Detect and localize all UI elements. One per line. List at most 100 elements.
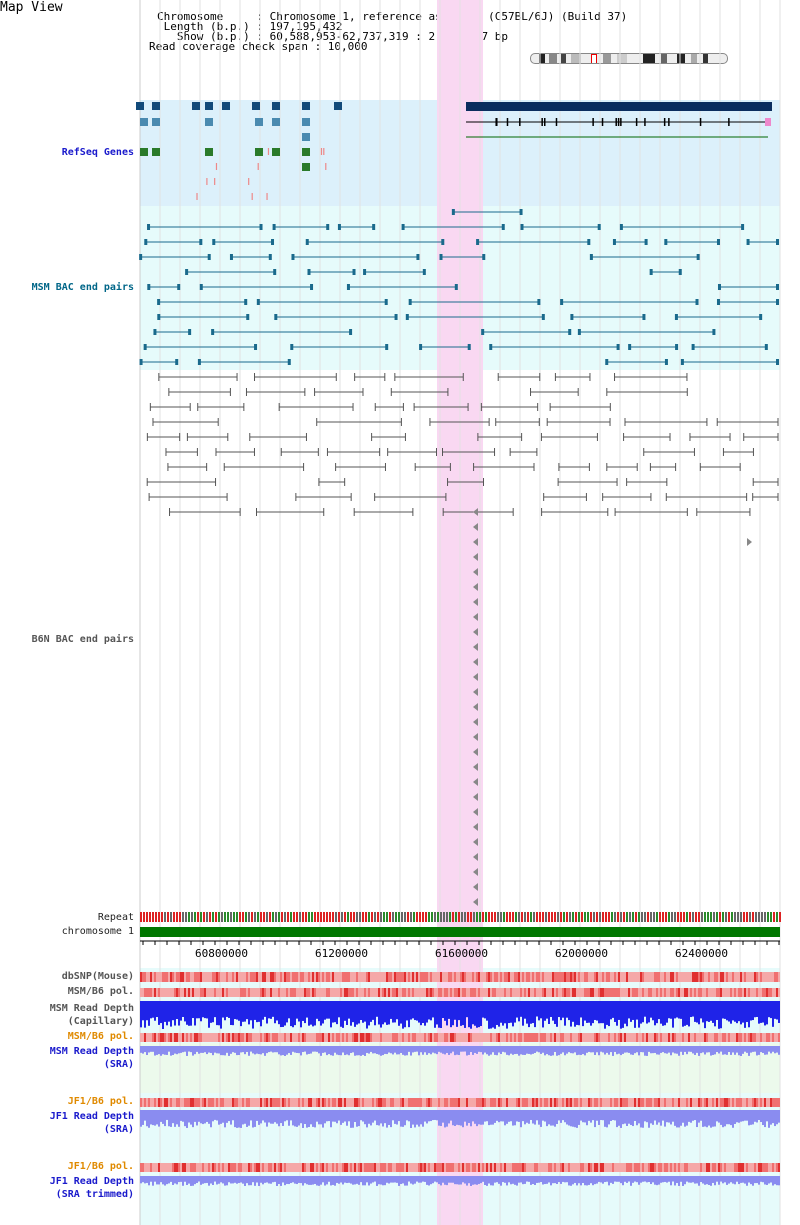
read-depth-bin [292, 1176, 294, 1183]
refseq-gene [272, 118, 280, 126]
read-depth-bin [616, 1176, 618, 1182]
track-label-msm-b6-pol[interactable]: MSM/B6 pol. [67, 986, 134, 997]
read-depth-bin [302, 1001, 304, 1021]
polymorphism-bin [616, 1163, 618, 1172]
polymorphism-bin [582, 972, 584, 982]
polymorphism-bin [396, 1163, 398, 1172]
polymorphism-bin [624, 972, 626, 982]
polymorphism-bin [480, 1098, 482, 1107]
repeat-element [293, 912, 295, 922]
polymorphism-bin [708, 1098, 710, 1107]
track-label-msm-depth-sra[interactable]: MSM Read Depth [49, 1046, 134, 1057]
msm-bac-end [274, 314, 278, 320]
read-depth-bin [472, 1110, 474, 1122]
msm-bac-end [439, 254, 443, 260]
read-depth-bin [680, 1046, 682, 1052]
repeat-element [761, 912, 763, 922]
chromosome-ideogram[interactable] [530, 53, 728, 64]
read-depth-bin [470, 1176, 472, 1186]
read-depth-bin [266, 1110, 268, 1127]
read-depth-bin [186, 1001, 188, 1025]
read-depth-bin [146, 1176, 148, 1183]
polymorphism-bin [374, 988, 376, 997]
track-label-b6n-bac[interactable]: B6N BAC end pairs [31, 634, 134, 645]
polymorphism-bin [524, 972, 526, 982]
polymorphism-bin [702, 1163, 704, 1172]
repeat-element [689, 912, 691, 922]
polymorphism-bin [534, 1033, 536, 1042]
read-depth-bin [728, 1110, 730, 1125]
track-label-jf1-depth-sub: (SRA) [103, 1124, 134, 1135]
read-depth-bin [612, 1046, 614, 1056]
msm-bac-end [273, 269, 277, 275]
read-depth-bin [564, 1176, 566, 1183]
polymorphism-bin [252, 972, 254, 982]
polymorphism-bin [340, 1098, 342, 1107]
read-depth-bin [562, 1110, 564, 1121]
polymorphism-bin [464, 972, 466, 982]
track-label-dbsnp[interactable]: dbSNP(Mouse) [61, 971, 134, 982]
read-depth-bin [444, 1110, 446, 1128]
polymorphism-bin [662, 1033, 664, 1042]
polymorphism-bin [330, 1098, 332, 1107]
read-depth-bin [222, 1001, 224, 1018]
polymorphism-bin [318, 988, 320, 997]
read-depth-bin [500, 1001, 502, 1023]
read-depth-bin [706, 1110, 708, 1128]
polymorphism-bin [590, 1098, 592, 1107]
polymorphism-bin [142, 1033, 144, 1042]
polymorphism-bin [534, 1098, 536, 1107]
read-depth-bin [432, 1110, 434, 1121]
read-depth-bin [458, 1001, 460, 1021]
read-depth-bin [398, 1110, 400, 1122]
read-depth-bin [762, 1046, 764, 1053]
read-depth-bin [172, 1176, 174, 1185]
repeat-element [440, 912, 442, 922]
read-depth-bin [302, 1176, 304, 1186]
track-label-jf1-depth[interactable]: JF1 Read Depth [49, 1111, 134, 1122]
track-label-jf1-trimmed[interactable]: JF1 Read Depth [49, 1176, 134, 1187]
track-label-msm-depth-capillary[interactable]: MSM Read Depth [49, 1003, 134, 1014]
read-depth-bin [702, 1046, 704, 1053]
track-label-msm-bac[interactable]: MSM BAC end pairs [31, 282, 134, 293]
read-depth-bin [460, 1046, 462, 1052]
polymorphism-bin [622, 1033, 624, 1042]
polymorphism-bin [320, 972, 322, 982]
polymorphism-bin [310, 1098, 312, 1107]
track-label-refseq[interactable]: RefSeq Genes [61, 147, 134, 158]
repeat-element [272, 912, 274, 922]
polymorphism-bin [578, 972, 580, 982]
polymorphism-bin [534, 988, 536, 997]
polymorphism-bin [208, 1163, 210, 1172]
polymorphism-bin [186, 1163, 188, 1172]
polymorphism-bin [660, 988, 662, 997]
polymorphism-bin [406, 1033, 408, 1042]
read-depth-bin [554, 1046, 556, 1052]
read-depth-bin [310, 1001, 312, 1025]
read-depth-bin [424, 1046, 426, 1053]
polymorphism-bin [212, 972, 214, 982]
read-depth-bin [452, 1110, 454, 1126]
read-depth-bin [602, 1176, 604, 1184]
read-depth-bin [164, 1110, 166, 1127]
polymorphism-bin [368, 1098, 370, 1107]
track-label-jf1-pol-2[interactable]: JF1/B6 pol. [67, 1161, 134, 1172]
polymorphism-bin [704, 1098, 706, 1107]
msm-bac-end [212, 239, 216, 245]
polymorphism-bin [248, 972, 250, 982]
read-depth-bin [368, 1001, 370, 1026]
polymorphism-bin [200, 1098, 202, 1107]
read-depth-bin [384, 1110, 386, 1124]
read-depth-bin [520, 1110, 522, 1128]
track-label-msm-b6-pol-2[interactable]: MSM/B6 pol. [67, 1031, 134, 1042]
polymorphism-bin [486, 1033, 488, 1042]
read-depth-bin [432, 1176, 434, 1184]
read-depth-bin [630, 1046, 632, 1055]
polymorphism-bin [732, 988, 734, 997]
track-label-jf1-pol[interactable]: JF1/B6 pol. [67, 1096, 134, 1107]
read-depth-bin [636, 1001, 638, 1020]
read-depth-bin [152, 1110, 154, 1126]
read-depth-bin [766, 1176, 768, 1185]
polymorphism-bin [716, 1033, 718, 1042]
polymorphism-bin [206, 1163, 208, 1172]
